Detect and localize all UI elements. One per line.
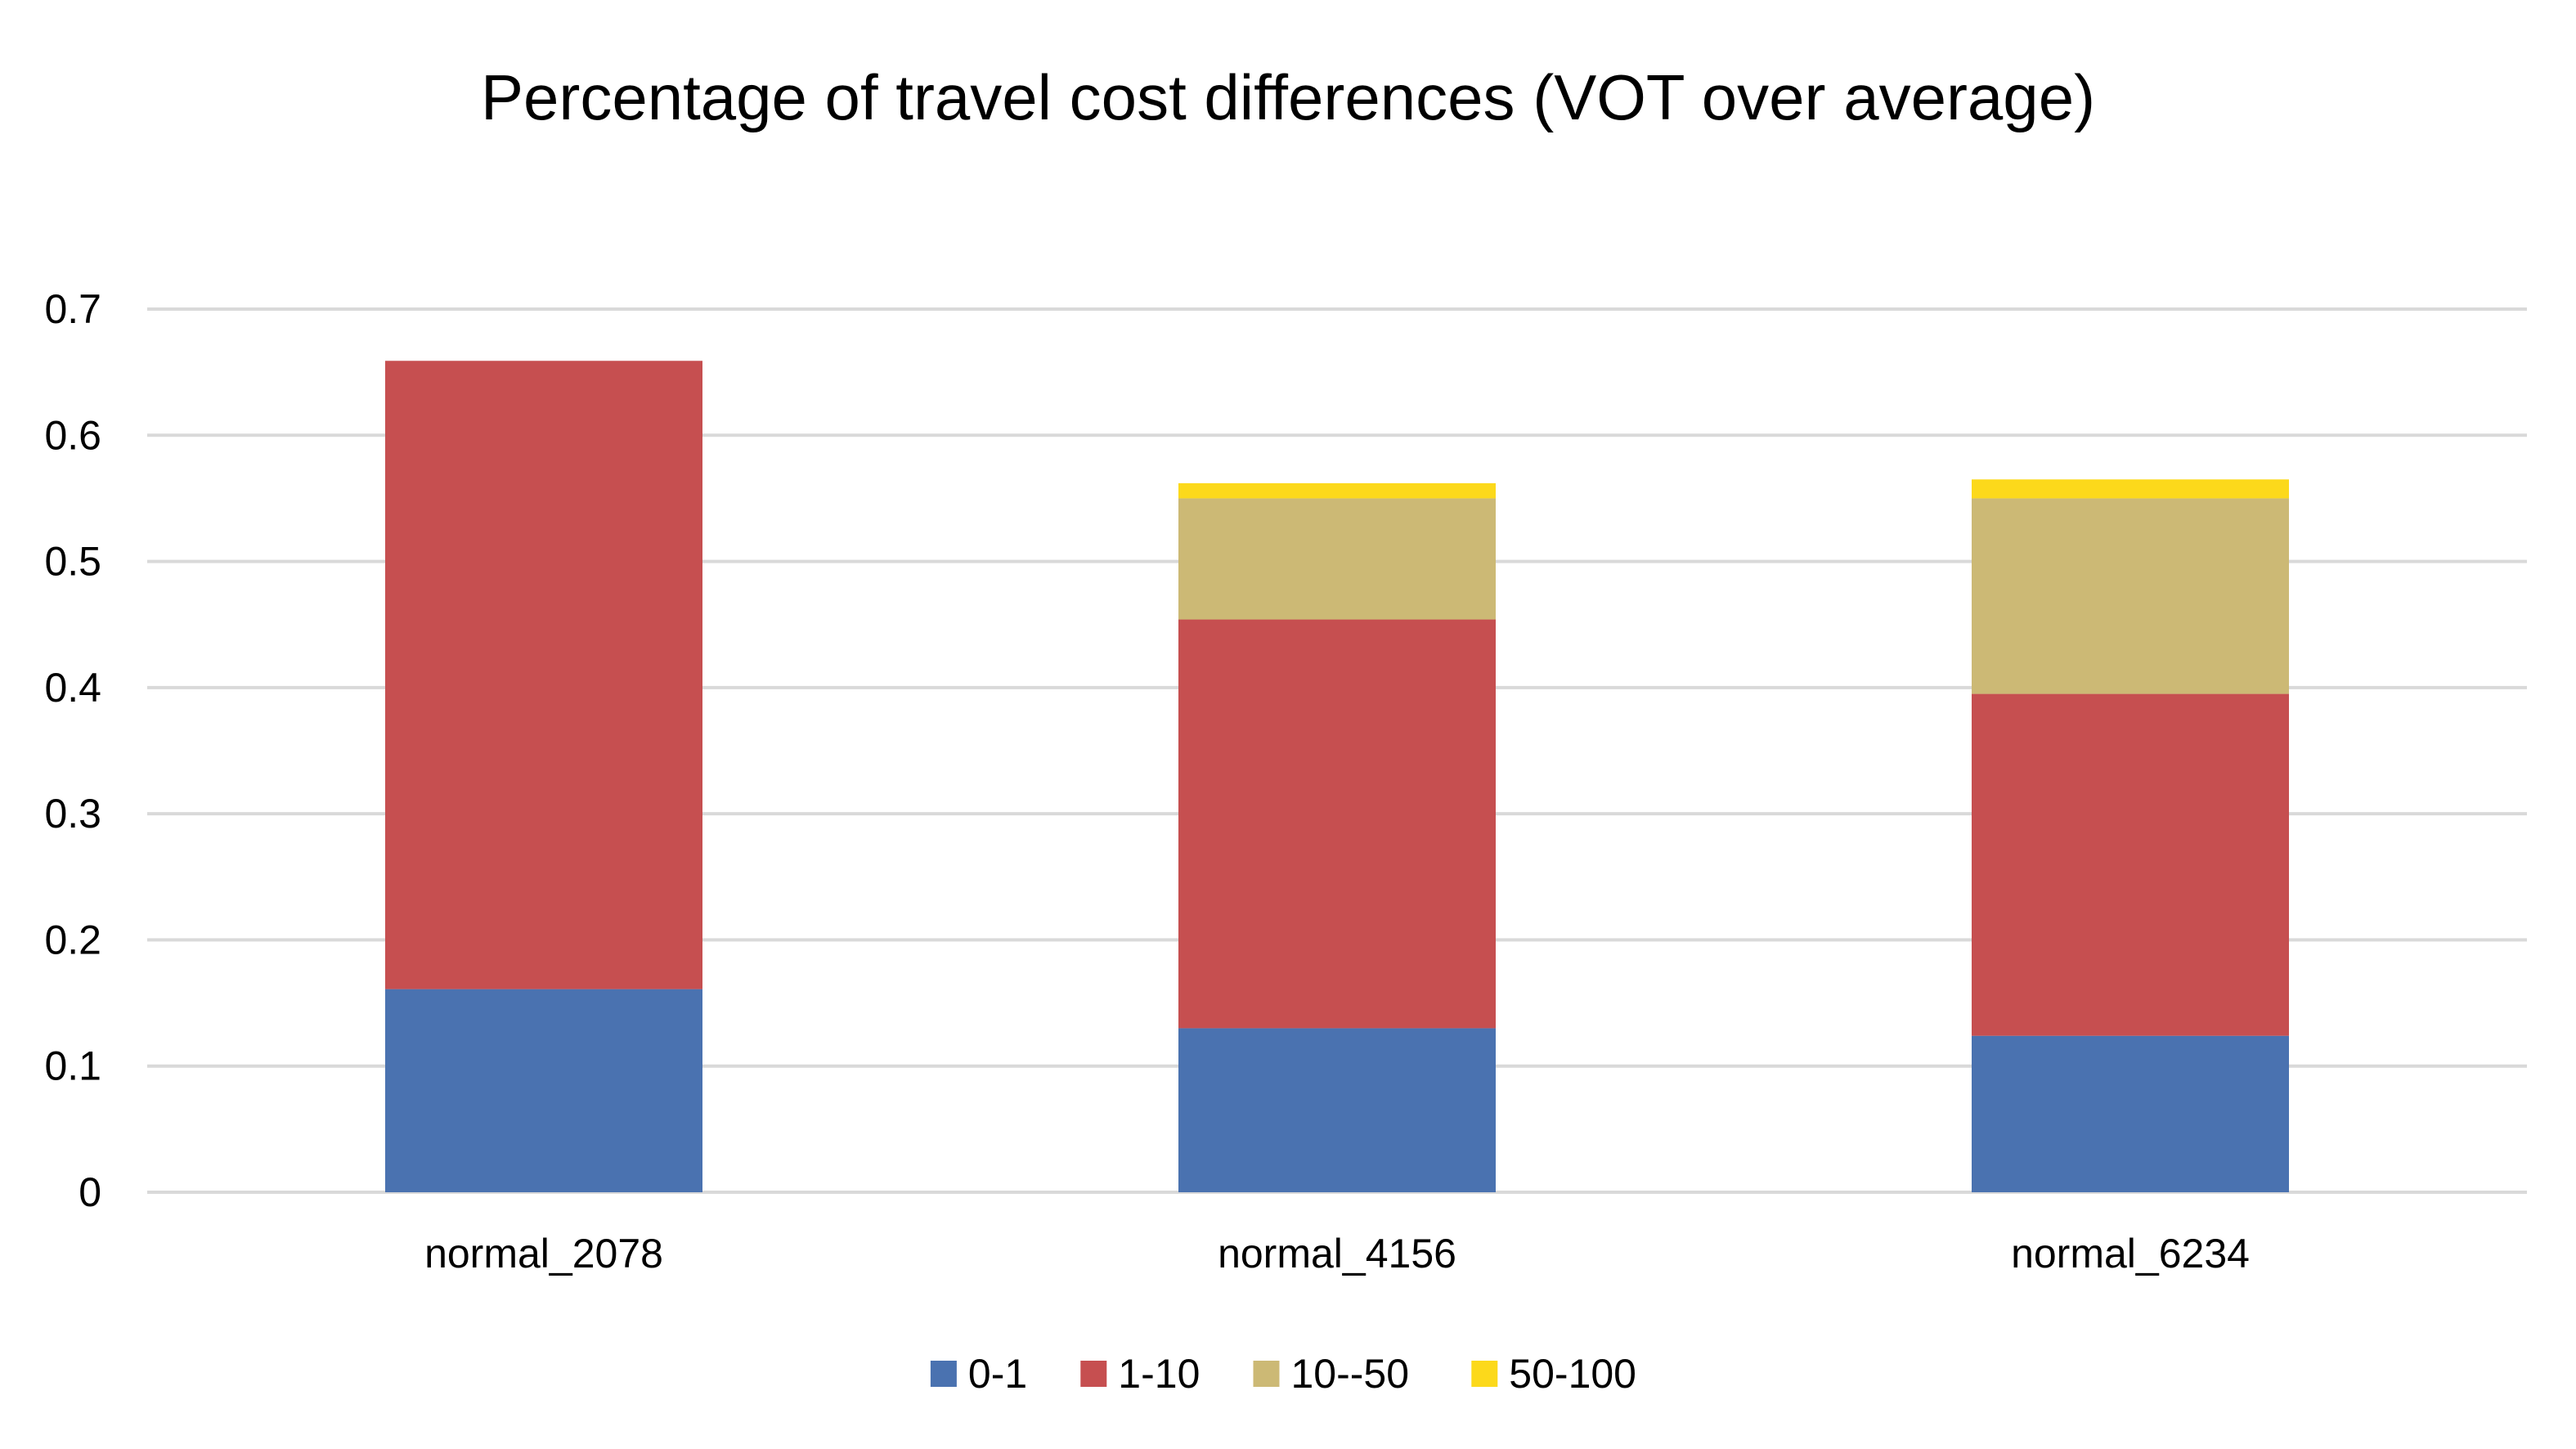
bar-segment xyxy=(385,361,702,989)
bar-segment xyxy=(1972,693,2289,1036)
legend: 0-1 1-10 10--50 50-100 xyxy=(930,1351,1636,1397)
bar-segment xyxy=(1178,1028,1496,1192)
bar-segment xyxy=(1178,619,1496,1029)
x-axis-categories: normal_2078 normal_4156 normal_6234 xyxy=(424,1231,2250,1276)
y-tick-label: 0 xyxy=(79,1169,101,1215)
legend-swatch xyxy=(1471,1361,1498,1387)
chart-title: Percentage of travel cost differences (V… xyxy=(481,61,2095,133)
y-tick-label: 0.3 xyxy=(44,791,101,837)
legend-label: 1-10 xyxy=(1118,1351,1200,1397)
y-axis-ticks: 0 0.1 0.2 0.3 0.4 0.5 0.6 0.7 xyxy=(44,286,101,1215)
bar-segment xyxy=(385,989,702,1192)
bar-segment xyxy=(1972,498,2289,694)
x-category-label: normal_6234 xyxy=(2011,1231,2250,1276)
bar-segment xyxy=(1178,482,1496,499)
y-tick-label: 0.2 xyxy=(44,917,101,962)
x-category-label: normal_2078 xyxy=(424,1231,663,1276)
y-tick-label: 0.4 xyxy=(44,665,101,711)
legend-label: 0-1 xyxy=(968,1351,1027,1397)
y-tick-label: 0.5 xyxy=(44,539,101,585)
legend-swatch xyxy=(930,1361,957,1387)
bar-segment xyxy=(1178,498,1496,620)
y-tick-label: 0.7 xyxy=(44,286,101,332)
y-tick-label: 0.1 xyxy=(44,1043,101,1089)
legend-swatch xyxy=(1080,1361,1107,1387)
legend-label: 10--50 xyxy=(1291,1351,1410,1397)
bar-segment xyxy=(1972,479,2289,499)
x-category-label: normal_4156 xyxy=(1218,1231,1456,1276)
y-tick-label: 0.6 xyxy=(44,412,101,458)
bars xyxy=(385,361,2289,1192)
bar-segment xyxy=(1972,1035,2289,1192)
legend-swatch xyxy=(1253,1361,1280,1387)
legend-label: 50-100 xyxy=(1509,1351,1636,1397)
